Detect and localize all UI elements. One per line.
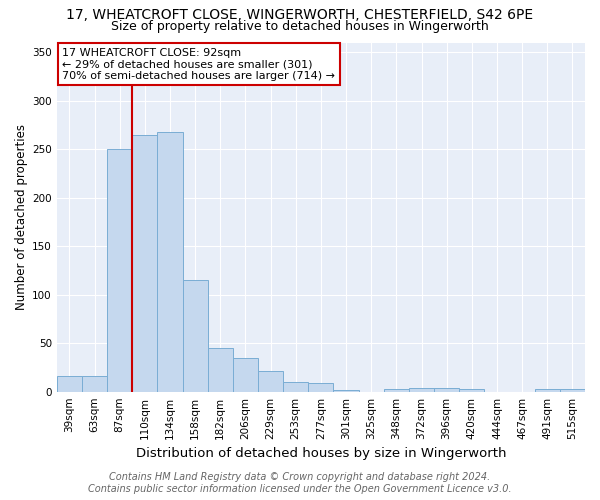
Bar	[459, 389, 484, 392]
Text: Contains HM Land Registry data © Crown copyright and database right 2024.
Contai: Contains HM Land Registry data © Crown c…	[88, 472, 512, 494]
Bar	[157, 132, 182, 392]
Bar	[434, 388, 459, 392]
Bar	[560, 389, 585, 392]
Bar	[258, 372, 283, 392]
Bar	[107, 149, 132, 392]
Text: 17 WHEATCROFT CLOSE: 92sqm
← 29% of detached houses are smaller (301)
70% of sem: 17 WHEATCROFT CLOSE: 92sqm ← 29% of deta…	[62, 48, 335, 81]
Bar	[283, 382, 308, 392]
Bar	[182, 280, 208, 392]
X-axis label: Distribution of detached houses by size in Wingerworth: Distribution of detached houses by size …	[136, 447, 506, 460]
Bar	[57, 376, 82, 392]
Bar	[409, 388, 434, 392]
Text: Size of property relative to detached houses in Wingerworth: Size of property relative to detached ho…	[111, 20, 489, 33]
Bar	[82, 376, 107, 392]
Bar	[384, 389, 409, 392]
Text: 17, WHEATCROFT CLOSE, WINGERWORTH, CHESTERFIELD, S42 6PE: 17, WHEATCROFT CLOSE, WINGERWORTH, CHEST…	[67, 8, 533, 22]
Bar	[308, 383, 334, 392]
Bar	[334, 390, 359, 392]
Bar	[132, 134, 157, 392]
Bar	[233, 358, 258, 392]
Bar	[535, 389, 560, 392]
Y-axis label: Number of detached properties: Number of detached properties	[15, 124, 28, 310]
Bar	[208, 348, 233, 392]
